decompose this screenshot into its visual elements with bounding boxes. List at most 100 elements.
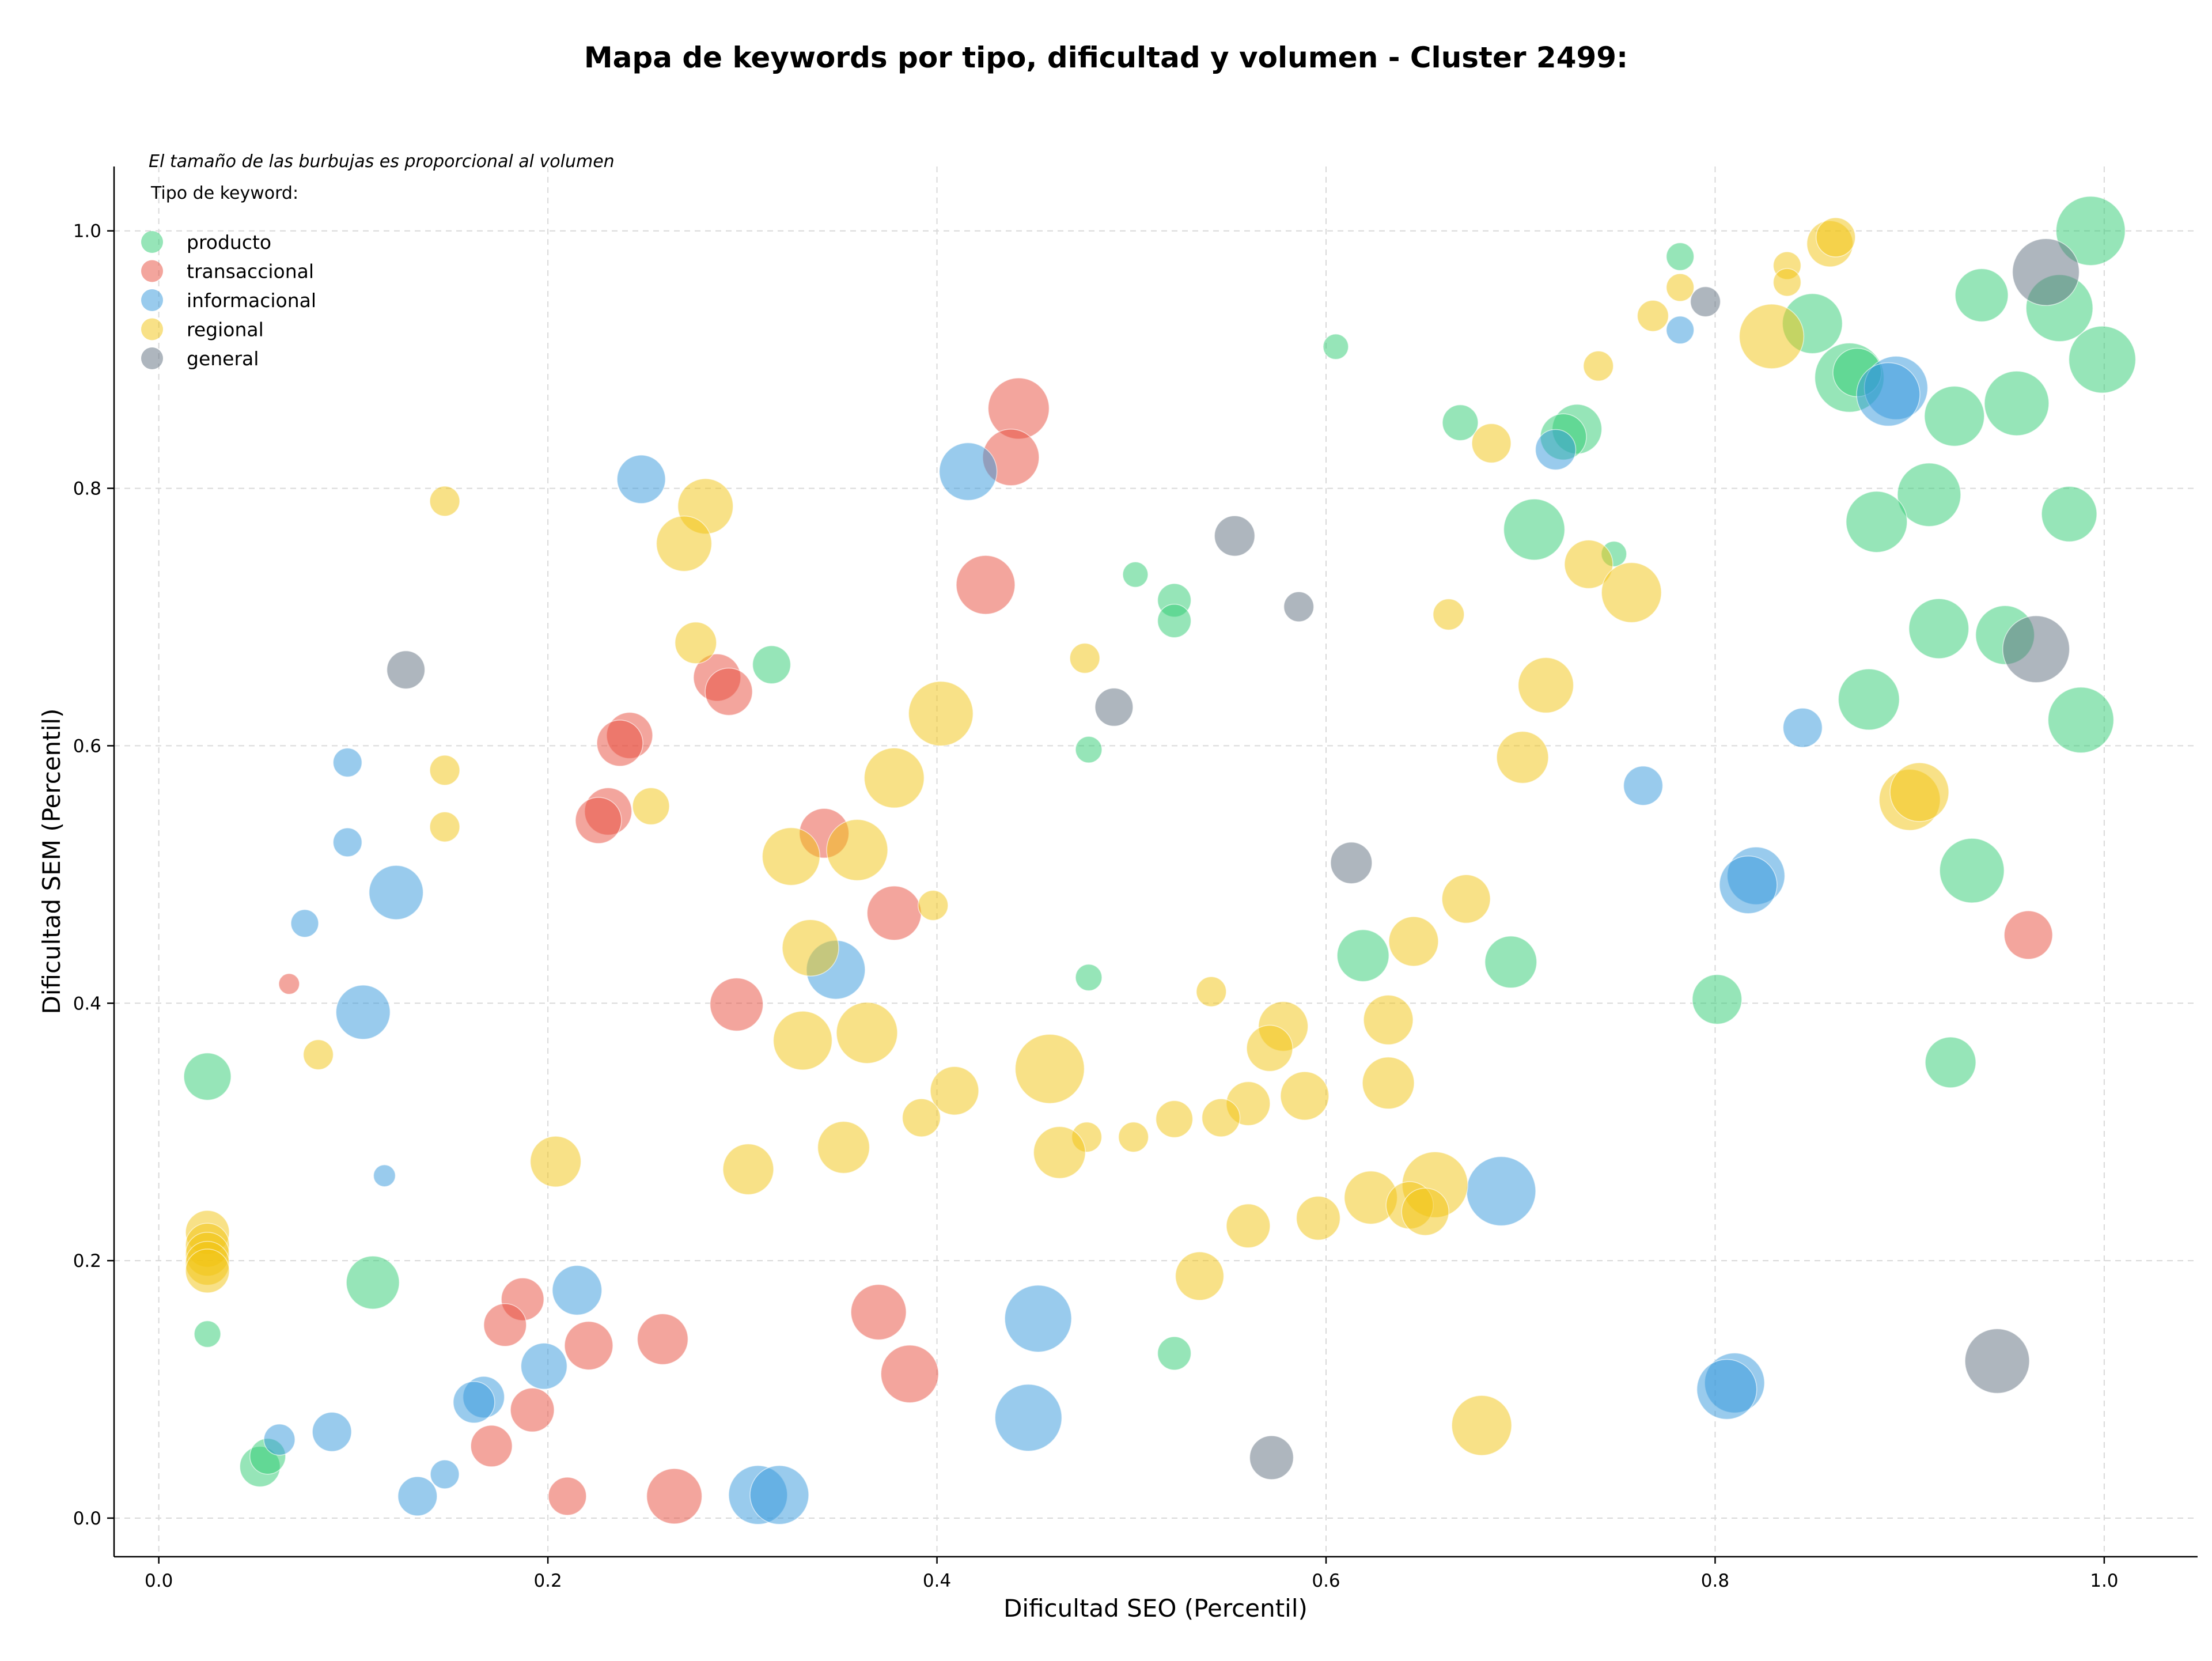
bubble-informacional	[938, 442, 998, 501]
bubble-regional	[1069, 642, 1100, 674]
bubble-general	[2002, 615, 2070, 683]
bubble-informacional	[616, 455, 666, 504]
bubble-regional	[1014, 1034, 1085, 1104]
bubble-regional	[1362, 1057, 1415, 1110]
bubble-informacional	[552, 1265, 603, 1316]
bubble-informacional	[520, 1342, 568, 1390]
legend-entries: producto transaccional informacional region…	[141, 231, 316, 370]
bubble-regional	[1201, 1098, 1241, 1137]
bubble-regional	[1196, 976, 1227, 1007]
bubble-producto	[183, 1052, 232, 1101]
bubble-informacional	[430, 1459, 460, 1489]
bubble-producto	[1323, 334, 1349, 360]
bubble-regional	[656, 515, 713, 572]
chart-title: Mapa de keywords por tipo, dificultad y …	[584, 41, 1628, 74]
bubble-regional	[1441, 874, 1491, 924]
bubble-transaccional	[646, 1468, 703, 1524]
bubble-transaccional	[278, 973, 300, 995]
bubble-informacional	[1665, 316, 1695, 345]
bubble-producto	[1336, 929, 1389, 982]
bubble-transaccional	[575, 797, 622, 844]
bubble-informacional	[312, 1412, 352, 1452]
series-producto	[183, 195, 2137, 1488]
bubble-regional	[918, 890, 949, 921]
bubble-transaccional	[548, 1477, 587, 1516]
bubble-general	[1964, 1328, 2030, 1394]
bubble-regional	[772, 1011, 833, 1070]
bubble-producto	[1075, 963, 1103, 992]
bubble-regional	[1637, 300, 1669, 332]
bubble-general	[1283, 591, 1315, 622]
series-informacional	[263, 316, 1929, 1525]
bubble-producto	[1897, 462, 1961, 527]
bubble-regional	[302, 1039, 334, 1070]
bubble-regional	[1033, 1126, 1086, 1179]
ticks: 0.0 0.2 0.4 0.6 0.8 1.0 0.0 0.2 0.4 0.6 0.8 1.0	[73, 221, 2119, 1591]
legend-label-transaccional: transaccional	[187, 260, 314, 283]
legend-marker-producto	[141, 231, 163, 253]
legend-label-regional: regional	[187, 319, 264, 341]
bubble-regional	[1401, 1187, 1449, 1236]
bubble-informacional	[335, 985, 391, 1040]
bubble-general	[1214, 515, 1256, 557]
bubble-informacional	[332, 827, 363, 857]
bubble-informacional	[1535, 429, 1577, 471]
bubble-regional	[1583, 350, 1614, 382]
bubble-regional	[429, 486, 460, 517]
bubble-regional	[1118, 1121, 1149, 1153]
bubble-informacional	[1623, 765, 1664, 806]
bubble-regional	[1280, 1071, 1330, 1121]
bubble-informacional	[1782, 707, 1823, 748]
bubble-producto	[1939, 838, 2005, 903]
bubble-producto	[1692, 974, 1743, 1025]
bubble-regional	[836, 1001, 898, 1064]
bubble-producto	[1925, 1036, 1976, 1088]
bubble-informacional	[368, 865, 424, 920]
bubble-informacional	[749, 1465, 809, 1525]
bubble-transaccional	[637, 1313, 689, 1365]
y-tick-label: 0.2	[73, 1251, 101, 1272]
legend: Tipo de keyword: producto transaccional in…	[141, 183, 316, 370]
bubble-regional	[1363, 994, 1414, 1046]
bubble-producto	[346, 1255, 400, 1310]
bubble-informacional	[453, 1381, 495, 1424]
bubble-regional	[762, 827, 821, 886]
bubble-regional	[782, 919, 839, 977]
bubble-producto	[1838, 668, 1900, 731]
bubble-regional	[722, 1143, 774, 1195]
bubble-regional	[1738, 304, 1805, 369]
bubble-regional	[529, 1136, 582, 1187]
bubble-regional	[930, 1066, 979, 1115]
bubble-regional	[1496, 731, 1549, 784]
legend-label-informacional: informacional	[187, 289, 316, 312]
x-tick-label: 0.8	[1701, 1571, 1729, 1591]
legend-marker-informacional	[141, 289, 163, 311]
bubble-informacional	[263, 1423, 296, 1456]
bubble-transaccional	[709, 977, 764, 1032]
bubble-general	[1690, 286, 1721, 317]
bubble-producto	[1908, 598, 1969, 659]
x-tick-label: 1.0	[2090, 1571, 2118, 1591]
bubble-regional	[1889, 762, 1949, 822]
x-tick-label: 0.6	[1312, 1571, 1340, 1591]
bubble-informacional	[1466, 1156, 1536, 1227]
series-transaccional	[278, 377, 2053, 1524]
bubble-regional	[908, 680, 974, 747]
bubble-informacional	[397, 1476, 438, 1516]
legend-title: Tipo de keyword:	[150, 183, 298, 203]
bubble-producto	[1924, 385, 1985, 447]
x-tick-label: 0.2	[533, 1571, 562, 1591]
bubble-regional	[902, 1098, 941, 1137]
bubble-regional	[1226, 1204, 1271, 1248]
bubble-informacional	[373, 1164, 396, 1187]
y-tick-label: 0.6	[73, 736, 101, 756]
bubble-regional	[1451, 1395, 1512, 1456]
bubble-transaccional	[596, 720, 643, 767]
bubble-regional	[1471, 423, 1512, 464]
legend-marker-regional	[141, 318, 163, 340]
series-regional	[185, 217, 1949, 1456]
bubble-transaccional	[956, 555, 1016, 615]
legend-marker-general	[141, 347, 163, 369]
bubble-producto	[1122, 561, 1149, 588]
bubble-regional	[817, 1121, 870, 1174]
